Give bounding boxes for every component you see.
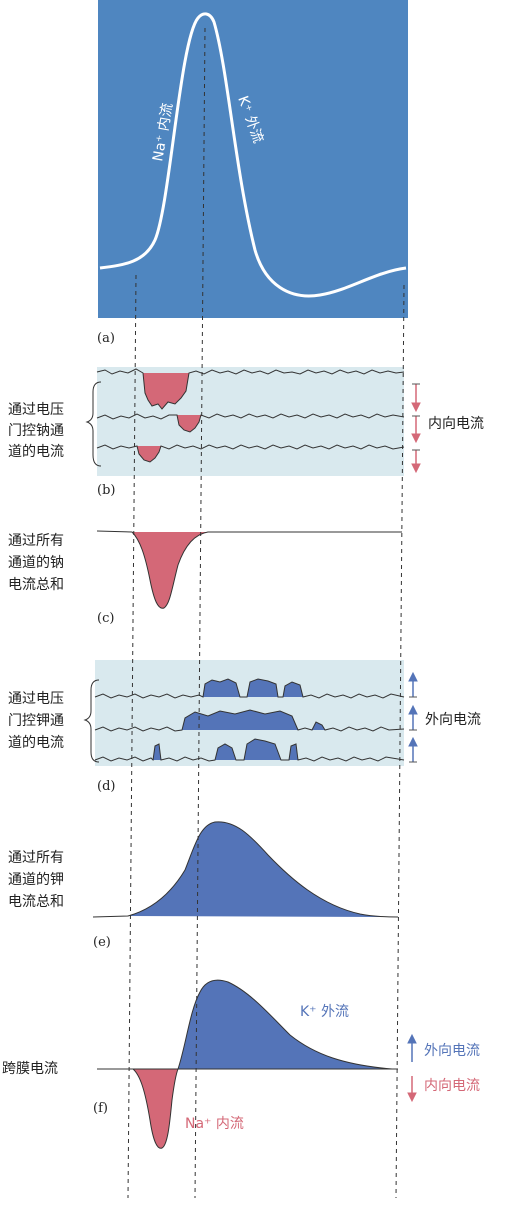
sodium-trace-1-fill [143,373,189,409]
net-outward-fill [178,980,392,1069]
panel-b-label-line-1: 通过电压 [8,402,64,418]
panel-b-background [97,367,404,476]
net-inward-fill [133,1069,178,1149]
panel-e-label-line-3: 电流总和 [8,894,64,910]
action-potential-curve [99,12,407,298]
panel-a-letter: (a) [97,331,115,346]
inward-arrow-f [407,1076,417,1103]
panel-f-k-label: K⁺ 外流 [300,1004,349,1020]
panel-c-label-line-3: 电流总和 [8,577,64,593]
panel-a-background [98,0,408,318]
panel-d-brace [83,679,100,763]
panel-b-label-line-2: 门控钠通 [8,423,64,439]
potassium-trace-1 [94,678,405,699]
guide-line-end [395,284,405,1199]
panel-a: Na⁺ 内流 K⁺ 外流 (a) [97,0,408,346]
panel-f-inward-label: 内向电流 [424,1078,480,1094]
sodium-trace-2 [96,413,405,433]
panel-b-letter: (b) [97,483,115,498]
potassium-trace-1-fill [203,679,303,697]
panel-c: 通过所有 通道的钠 电流总和 (c) [8,530,402,626]
time-guide-lines [127,27,405,1199]
guide-line-onset [127,274,137,1199]
panel-e-label-line-1: 通过所有 [8,850,64,866]
panel-d-direction-label: 外向电流 [425,712,481,728]
potassium-trace-2 [94,709,405,732]
panel-c-label-line-2: 通道的钠 [8,555,64,571]
panel-f-side-label: 跨膜电流 [2,1061,58,1077]
panel-d-letter: (d) [97,779,115,794]
potassium-trace-3-fill [153,739,298,760]
potassium-total-fill [128,821,395,917]
sodium-trace-3 [96,444,405,463]
panel-f-na-label: Na⁺ 内流 [185,1116,244,1132]
outward-arrow-f [407,1033,417,1062]
panel-d-label-line-2: 门控钾通 [8,713,64,729]
panel-b: 通过电压 门控钠通 道的电流 内向电流 (b) [8,367,484,498]
guide-line-peak [194,27,206,1199]
panel-b-direction-label: 内向电流 [428,416,484,432]
panel-e-letter: (e) [93,935,111,950]
panel-c-letter: (c) [97,611,114,626]
panel-e: 通过所有 通道的钾 电流总和 (e) [8,821,399,950]
outward-arrows-d [408,671,418,763]
panel-b-label-line-3: 道的电流 [8,444,64,460]
panel-d-label-line-1: 通过电压 [8,691,64,707]
panel-f-letter: (f) [93,1101,108,1116]
sodium-total-fill [132,532,208,609]
panel-f: 跨膜电流 K⁺ 外流 Na⁺ 内流 外向电流 内向电流 (f) [2,979,480,1149]
sodium-total-curve [96,530,402,609]
potassium-total-curve [92,821,399,918]
sodium-trace-1 [96,368,405,410]
transmembrane-current-curve [97,979,398,1149]
panel-e-label-line-2: 通道的钾 [8,872,64,888]
panel-c-label-line-1: 通过所有 [8,533,64,549]
potassium-trace-3 [94,738,405,762]
panel-d: 通过电压 门控钾通 道的电流 外向电流 (d) [8,660,481,794]
panel-d-label-line-3: 道的电流 [8,735,64,751]
panel-b-brace [85,381,102,467]
panel-f-outward-label: 外向电流 [424,1043,480,1059]
inward-arrows-b [411,383,421,474]
